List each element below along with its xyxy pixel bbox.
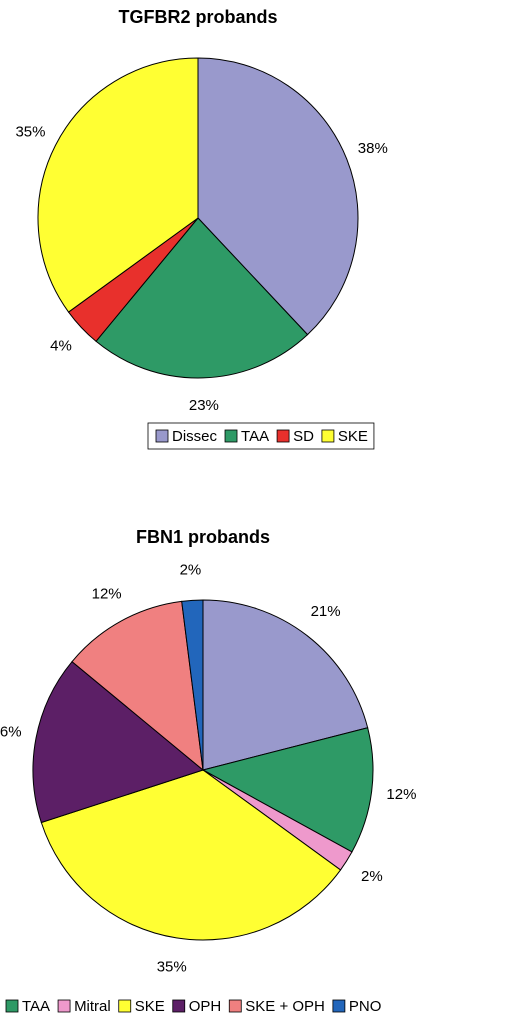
legend-label: SKE (338, 428, 368, 445)
data-label: 35% (15, 124, 45, 141)
data-label: 2% (180, 561, 202, 578)
legend-label: Dissec (172, 428, 218, 445)
data-label: 38% (358, 140, 388, 157)
pie-slice (40, 769, 342, 941)
data-label: 23% (189, 397, 219, 414)
legend-label: SD (293, 428, 314, 445)
pie-slice (95, 217, 309, 379)
data-label: 2% (361, 868, 383, 885)
legend-label: PNO (349, 998, 382, 1015)
legend-swatch (332, 999, 346, 1013)
legend-label: TAA (22, 998, 50, 1015)
legend-swatch (172, 999, 186, 1013)
pie-slice (71, 600, 204, 772)
legend-border (147, 422, 375, 450)
legend-swatch (276, 429, 290, 443)
pie-slice (32, 660, 205, 824)
legend: Dissec TAA SD SKE (147, 422, 375, 450)
legend-label: SKE (135, 998, 165, 1015)
legend-swatch (118, 999, 132, 1013)
legend: TAA Mitral SKE OPH SKE + OPH PNO (5, 998, 382, 1015)
chart-title: TGFBR2 probands (118, 7, 277, 27)
legend-swatch (321, 429, 335, 443)
legend-label: Mitral (74, 998, 111, 1015)
data-label: 16% (0, 723, 22, 740)
pie-slice (37, 57, 199, 313)
data-label: 12% (92, 586, 122, 603)
pie-slice (197, 57, 359, 336)
legend-swatch (57, 999, 71, 1013)
legend-swatch (228, 999, 242, 1013)
legend-label: SKE + OPH (245, 998, 325, 1015)
legend-label: OPH (189, 998, 222, 1015)
legend-swatch (224, 429, 238, 443)
data-label: 35% (157, 959, 187, 976)
data-label: 12% (386, 786, 416, 803)
pie-slice (181, 599, 204, 771)
legend-swatch (5, 999, 19, 1013)
pie-slice (201, 727, 374, 853)
pie-slice (202, 599, 369, 771)
legend-swatch (155, 429, 169, 443)
chart-title: FBN1 probands (136, 527, 270, 547)
legend-label: TAA (241, 428, 269, 445)
data-label: 21% (311, 603, 341, 620)
data-label: 4% (50, 338, 72, 355)
